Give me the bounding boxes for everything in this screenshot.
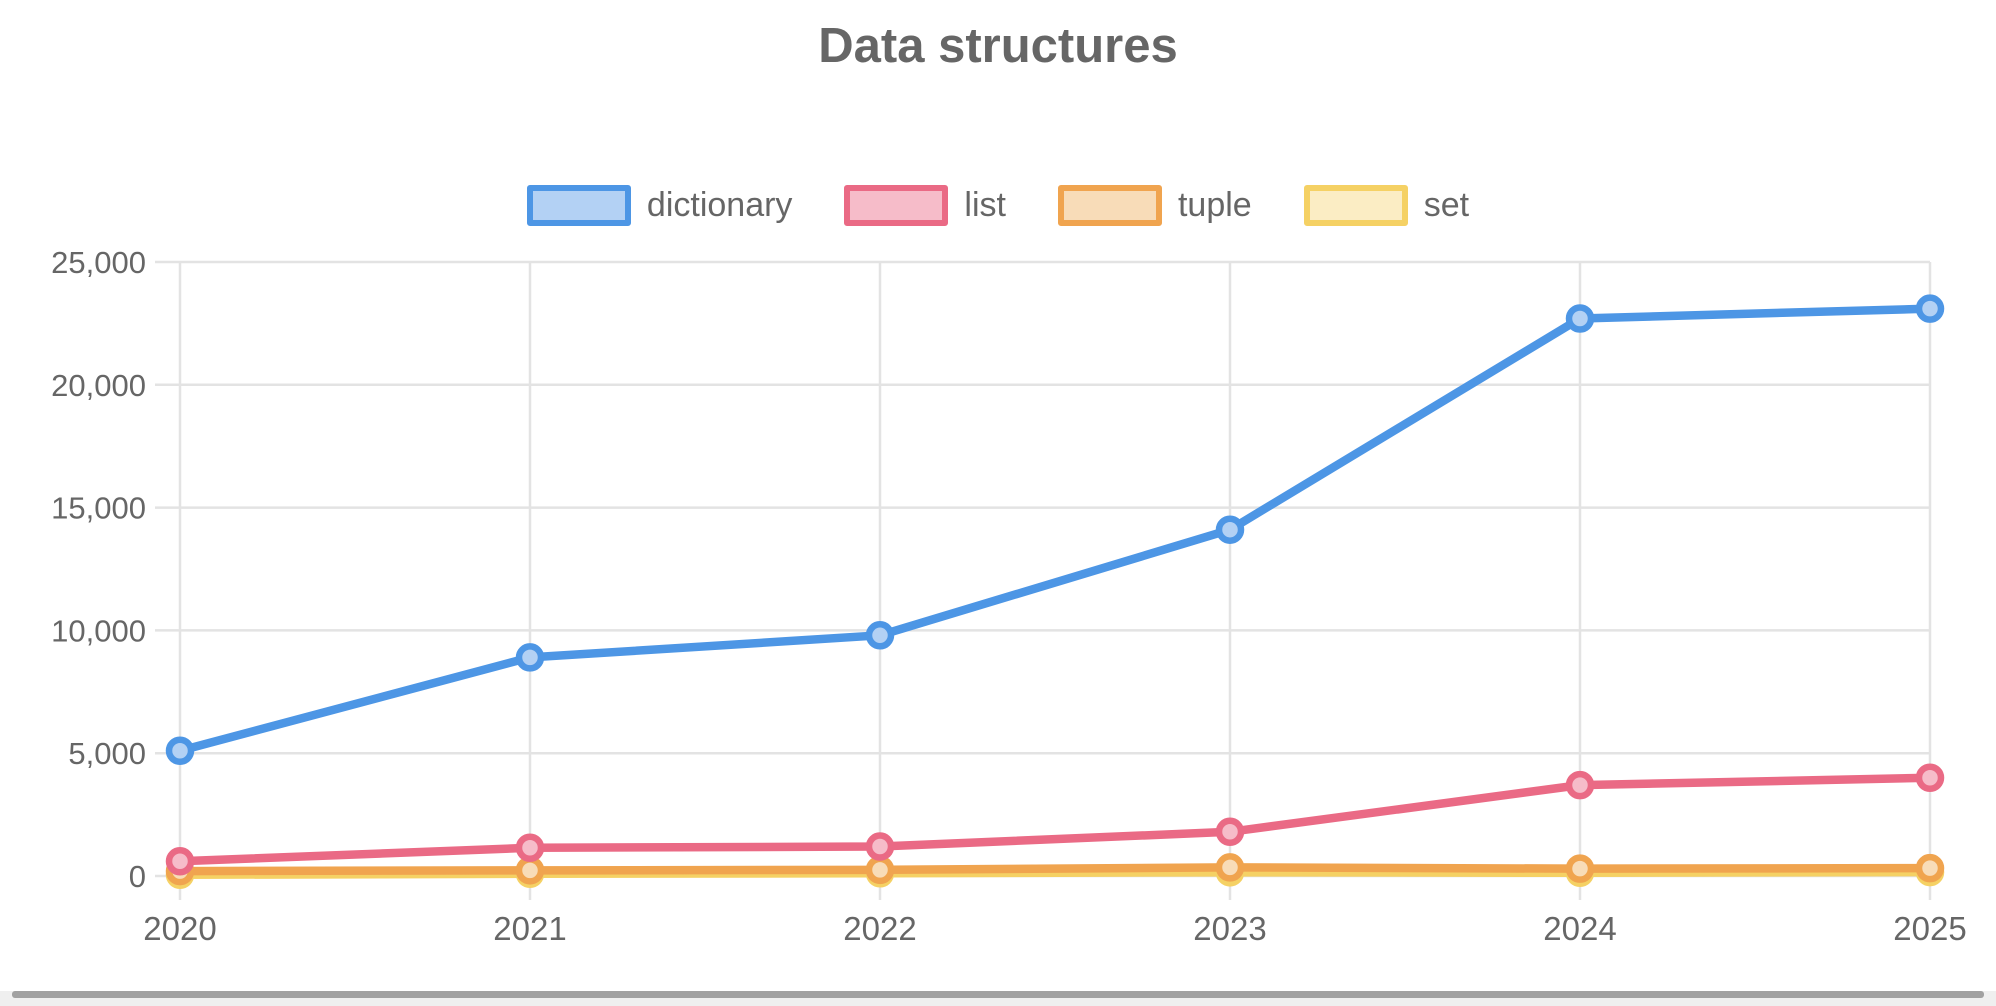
horizontal-scrollbar-thumb[interactable] [12, 991, 1984, 998]
x-axis-label: 2025 [1893, 910, 1966, 947]
series-line-tuple [175, 863, 1935, 876]
point-tuple-2025[interactable] [1915, 853, 1945, 883]
y-axis-label: 0 [129, 859, 146, 894]
legend-swatch-tuple [1057, 185, 1162, 226]
legend-swatch-dictionary [526, 185, 631, 226]
y-axis-label: 15,000 [51, 491, 146, 526]
legend-swatch-list [844, 185, 949, 226]
x-axis-label: 2024 [1543, 910, 1616, 947]
point-dictionary-2020[interactable] [165, 736, 195, 765]
legend-label-dictionary: dictionary [646, 186, 793, 224]
legend-label-tuple: tuple [1177, 186, 1252, 224]
x-axis-label: 2022 [843, 910, 916, 947]
x-axis-label: 2023 [1193, 910, 1266, 947]
point-tuple-2023[interactable] [1215, 853, 1245, 882]
y-axis-label: 25,000 [51, 245, 146, 280]
legend-swatch-set [1303, 185, 1408, 226]
chart-title: Data structures [818, 19, 1178, 73]
legend-label-list: list [964, 186, 1006, 224]
point-dictionary-2022[interactable] [865, 621, 895, 650]
point-dictionary-2024[interactable] [1565, 304, 1595, 333]
legend-item-tuple[interactable]: tuple [1057, 185, 1252, 226]
point-dictionary-2021[interactable] [515, 643, 545, 672]
chart-legend: dictionary list tuple set [0, 185, 1996, 226]
point-tuple-2022[interactable] [865, 855, 895, 885]
series-line-list [175, 773, 1935, 866]
legend-item-set[interactable]: set [1303, 185, 1470, 226]
point-tuple-2024[interactable] [1565, 854, 1595, 883]
point-list-2022[interactable] [865, 832, 895, 861]
legend-item-dictionary[interactable]: dictionary [526, 185, 793, 226]
series-line-dictionary [175, 304, 1935, 755]
point-tuple-2021[interactable] [515, 856, 545, 885]
legend-label-set: set [1423, 186, 1470, 224]
point-dictionary-2025[interactable] [1915, 294, 1945, 323]
horizontal-scrollbar-track[interactable] [0, 991, 1996, 1006]
x-axis-label: 2020 [143, 910, 216, 947]
point-list-2021[interactable] [515, 833, 545, 863]
y-axis-label: 20,000 [51, 368, 146, 403]
point-dictionary-2023[interactable] [1215, 515, 1245, 544]
point-list-2025[interactable] [1915, 763, 1945, 793]
y-axis-label: 5,000 [68, 736, 146, 771]
point-list-2020[interactable] [165, 847, 195, 876]
x-axis-label: 2021 [493, 910, 566, 947]
point-list-2024[interactable] [1565, 770, 1595, 800]
point-list-2023[interactable] [1215, 817, 1245, 847]
legend-item-list[interactable]: list [844, 185, 1006, 226]
y-axis-label: 10,000 [51, 613, 146, 648]
